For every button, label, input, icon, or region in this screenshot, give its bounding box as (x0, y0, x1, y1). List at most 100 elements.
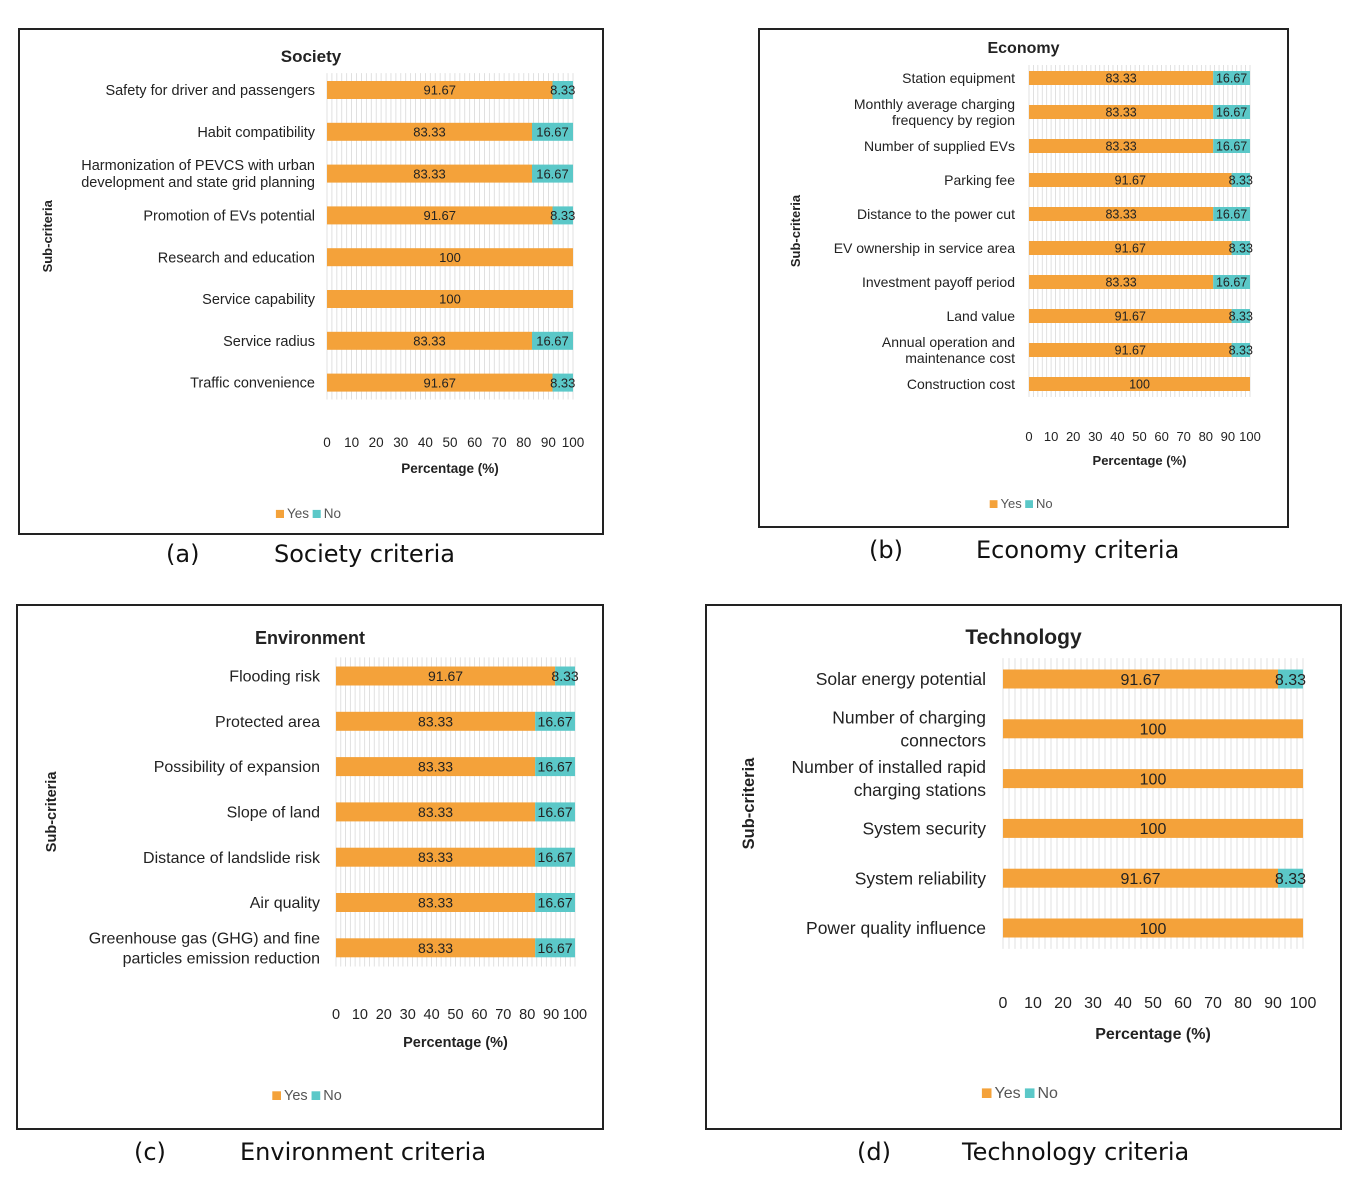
data-label-yes: 83.33 (418, 759, 453, 775)
legend-swatch-yes (989, 500, 998, 508)
data-label-no: 8.33 (1229, 310, 1253, 324)
data-label-yes: 83.33 (413, 166, 446, 181)
data-label-yes: 83.33 (418, 849, 453, 865)
x-tick-label: 80 (1199, 429, 1213, 444)
chart-title: Economy (987, 40, 1059, 57)
category-label: Air quality (250, 895, 320, 912)
data-label-no: 16.67 (538, 759, 573, 775)
bar-yes (1029, 343, 1232, 357)
legend-label-yes: Yes (1001, 496, 1023, 511)
data-label-no: 16.67 (536, 124, 569, 139)
bar-yes (336, 893, 536, 912)
caption-d-text: Technology criteria (962, 1138, 1190, 1166)
chart-title: Environment (255, 628, 365, 648)
category-label: Construction cost (907, 376, 1015, 392)
data-label-no: 16.67 (538, 940, 573, 956)
data-label-yes: 100 (1140, 821, 1167, 838)
data-label-yes: 91.67 (423, 208, 456, 223)
category-label: Flooding risk (229, 669, 321, 686)
x-tick-label: 60 (467, 435, 482, 450)
x-axis-label: Percentage (%) (1093, 453, 1187, 468)
x-tick-label: 10 (352, 1007, 368, 1023)
data-label-no: 8.33 (1229, 344, 1253, 358)
chart-title: Technology (965, 626, 1082, 649)
data-label-no: 8.33 (1229, 242, 1253, 256)
data-label-no: 16.67 (538, 804, 573, 820)
data-label-yes: 83.33 (413, 333, 446, 348)
economy-chart-panel: Economy 83.33 16.67 Station equipment 83.33 1… (758, 28, 1289, 528)
category-label: Habit compatibility (197, 125, 315, 141)
bar-yes (1003, 868, 1279, 888)
x-tick-label: 0 (323, 435, 331, 450)
data-label-yes: 100 (439, 292, 461, 307)
bar-no (552, 373, 573, 392)
chart-svg: Society 91.67 8.33 Safety for driver and pa… (40, 47, 584, 521)
bar-yes (1029, 207, 1214, 221)
data-label-no: 16.67 (538, 895, 573, 911)
bar-yes (1029, 241, 1232, 255)
bar-no (555, 666, 575, 686)
data-label-yes: 83.33 (1105, 106, 1136, 120)
data-label-yes: 91.67 (1115, 310, 1146, 324)
data-label-yes: 83.33 (418, 895, 453, 911)
data-label-no: 16.67 (1216, 276, 1247, 290)
data-label-no: 16.67 (536, 333, 569, 348)
data-label-yes: 100 (1140, 722, 1167, 739)
data-label-yes: 83.33 (1105, 72, 1136, 86)
category-label: Land value (946, 308, 1015, 324)
data-label-yes: 100 (1129, 378, 1150, 392)
x-tick-label: 80 (516, 435, 531, 450)
bar-yes (336, 711, 536, 731)
bar-no (1231, 173, 1250, 187)
data-label-no: 16.67 (1216, 140, 1247, 154)
caption-a-text: Society criteria (274, 540, 455, 568)
bar-no (535, 711, 575, 731)
data-label-no: 16.67 (538, 849, 573, 865)
data-label-yes: 83.33 (413, 124, 446, 139)
x-tick-label: 100 (563, 1007, 587, 1023)
bar-yes (1029, 309, 1232, 323)
data-label-no: 8.33 (1275, 871, 1306, 888)
bar-no (1278, 669, 1303, 689)
environment-chart-panel: Environment 91.67 8.33 Flooding risk 83.33 16… (16, 604, 604, 1130)
category-label: Power quality influence (806, 918, 986, 938)
category-label: Distance to the power cut (857, 206, 1015, 222)
category-label: development and state grid planning (81, 175, 315, 191)
x-tick-label: 60 (1174, 995, 1192, 1012)
caption-c-letter: (c) (134, 1138, 166, 1166)
x-tick-label: 60 (1154, 429, 1168, 444)
legend-label-no: No (324, 506, 341, 521)
x-tick-label: 20 (1054, 995, 1072, 1012)
legend-label-yes: Yes (284, 1088, 308, 1104)
x-tick-label: 0 (999, 995, 1008, 1012)
bar-no (535, 893, 575, 912)
data-label-yes: 83.33 (418, 940, 453, 956)
category-label: System security (863, 819, 987, 839)
x-tick-label: 20 (369, 435, 384, 450)
x-axis-label: Percentage (%) (403, 1035, 508, 1051)
bar-yes (1003, 769, 1303, 789)
bar-yes (327, 373, 553, 392)
bar-yes (336, 666, 556, 686)
data-label-no: 16.67 (1216, 106, 1247, 120)
bar-yes (327, 206, 553, 225)
x-tick-label: 20 (376, 1007, 392, 1023)
caption-b-letter: (b) (869, 536, 903, 564)
bar-no (552, 206, 573, 225)
x-tick-label: 50 (447, 1007, 463, 1023)
category-label: Parking fee (944, 172, 1015, 188)
bar-no (535, 847, 575, 867)
bar-no (535, 757, 575, 777)
caption-b-text: Economy criteria (976, 536, 1180, 564)
chart-svg: Technology 91.67 8.33 Solar energy potentia… (740, 626, 1316, 1102)
category-label: particles emission reduction (123, 950, 320, 967)
x-tick-label: 90 (541, 435, 556, 450)
data-label-no: 8.33 (550, 83, 575, 98)
bar-yes (1003, 818, 1303, 838)
x-tick-label: 70 (492, 435, 507, 450)
data-label-no: 16.67 (538, 713, 573, 729)
category-label: Service capability (202, 292, 316, 308)
legend-label-no: No (1038, 1085, 1059, 1102)
category-label: maintenance cost (905, 350, 1015, 366)
data-label-yes: 100 (1140, 771, 1167, 788)
